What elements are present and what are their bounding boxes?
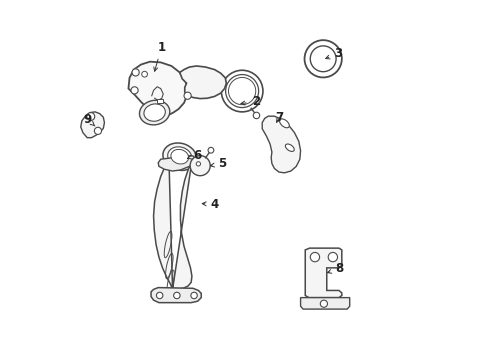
Circle shape: [131, 87, 138, 94]
Polygon shape: [153, 160, 192, 289]
Circle shape: [208, 147, 214, 153]
Circle shape: [190, 156, 210, 176]
Circle shape: [320, 300, 327, 307]
Circle shape: [310, 252, 319, 262]
Ellipse shape: [140, 100, 170, 125]
Circle shape: [156, 292, 163, 299]
Circle shape: [196, 162, 200, 166]
Text: 9: 9: [84, 113, 95, 126]
Circle shape: [310, 46, 336, 72]
Polygon shape: [180, 66, 226, 99]
Polygon shape: [262, 116, 300, 173]
Ellipse shape: [168, 147, 192, 167]
Text: 7: 7: [276, 111, 284, 124]
Circle shape: [221, 70, 263, 112]
Circle shape: [225, 75, 259, 108]
Text: 1: 1: [154, 41, 166, 71]
Ellipse shape: [144, 104, 165, 121]
Ellipse shape: [285, 144, 294, 152]
Text: 6: 6: [188, 149, 202, 162]
Circle shape: [253, 112, 260, 119]
Polygon shape: [305, 248, 342, 298]
Circle shape: [304, 40, 342, 77]
Ellipse shape: [163, 143, 196, 170]
Polygon shape: [157, 99, 163, 103]
Circle shape: [228, 77, 256, 105]
Polygon shape: [158, 156, 196, 171]
Ellipse shape: [280, 119, 289, 128]
Circle shape: [173, 292, 180, 299]
Polygon shape: [81, 112, 104, 138]
Circle shape: [132, 69, 139, 76]
Text: 3: 3: [326, 47, 343, 60]
Ellipse shape: [171, 149, 189, 164]
Text: 8: 8: [327, 262, 343, 275]
Circle shape: [142, 71, 147, 77]
Circle shape: [95, 127, 101, 134]
Circle shape: [184, 92, 191, 99]
Polygon shape: [300, 298, 350, 309]
Circle shape: [328, 252, 338, 262]
Circle shape: [87, 113, 95, 121]
Text: 2: 2: [241, 95, 260, 108]
Text: 4: 4: [202, 198, 219, 211]
Polygon shape: [151, 288, 201, 303]
Text: 5: 5: [210, 157, 226, 170]
Polygon shape: [128, 62, 188, 116]
Circle shape: [191, 292, 197, 299]
